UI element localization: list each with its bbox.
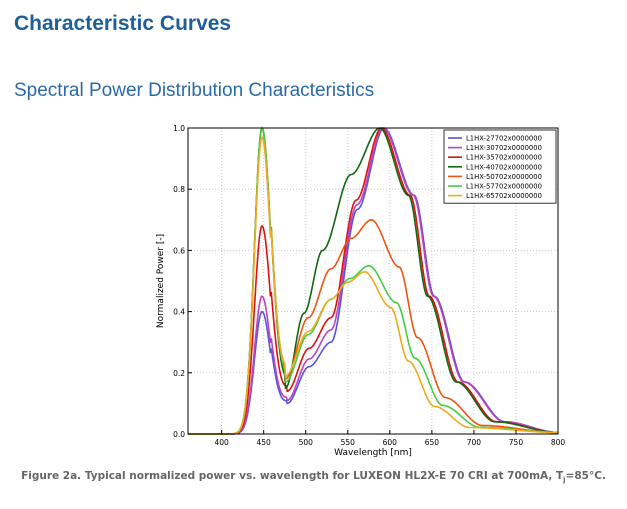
series-line [188, 135, 558, 435]
chart-series-lines [188, 126, 558, 435]
plot-frame [187, 127, 559, 435]
caption-subscript: j [563, 476, 566, 485]
y-tick-label: 0.2 [173, 369, 185, 378]
page-title: Characteristic Curves [14, 12, 232, 35]
section-subtitle: Spectral Power Distribution Characterist… [14, 80, 375, 101]
x-tick-label: 750 [509, 438, 524, 447]
y-tick-label: 1.0 [173, 124, 185, 133]
legend-label: L1HX-40702x0000000 [466, 163, 542, 171]
caption-suffix: =85°C. [565, 470, 606, 482]
caption-text: Figure 2a. Typical normalized power vs. … [21, 470, 564, 482]
legend-label: L1HX-35702x0000000 [466, 154, 542, 162]
y-tick-label: 0.4 [173, 308, 185, 317]
y-axis-label: Normalized Power [-] [156, 234, 166, 328]
legend-label: L1HX-50702x0000000 [466, 173, 542, 181]
y-tick-label: 0.8 [173, 185, 185, 194]
y-tick-label: 0.0 [173, 430, 185, 439]
legend-box [443, 129, 557, 204]
x-tick-label: 600 [383, 438, 398, 447]
legend-label: L1HX-30702x0000000 [466, 144, 542, 152]
x-tick-label: 650 [425, 438, 440, 447]
x-tick-label: 800 [551, 438, 566, 447]
x-tick-label: 500 [299, 438, 314, 447]
x-tick-label: 400 [214, 438, 229, 447]
y-axis-ticks: 0.0 0.2 0.4 0.6 0.8 1.0 [173, 124, 192, 439]
figure-caption: Figure 2a. Typical normalized power vs. … [0, 470, 627, 484]
legend-label: L1HX-57702x0000000 [466, 183, 542, 191]
legend-label: L1HX-65702x0000000 [466, 192, 542, 200]
series-line [188, 127, 558, 435]
y-tick-label: 0.6 [173, 246, 185, 255]
legend-label: L1HX-27702x0000000 [466, 135, 542, 143]
x-axis-label: Wavelength [nm] [334, 448, 412, 458]
x-tick-label: 700 [467, 438, 482, 447]
x-tick-label: 550 [341, 438, 356, 447]
x-axis-ticks: 400 450 500 550 600 650 700 750 800 [214, 430, 565, 447]
x-tick-label: 450 [257, 438, 272, 447]
spectral-power-chart: 400 450 500 550 600 650 700 750 800 0.0 0.2 0.4 0.6… [156, 124, 565, 458]
